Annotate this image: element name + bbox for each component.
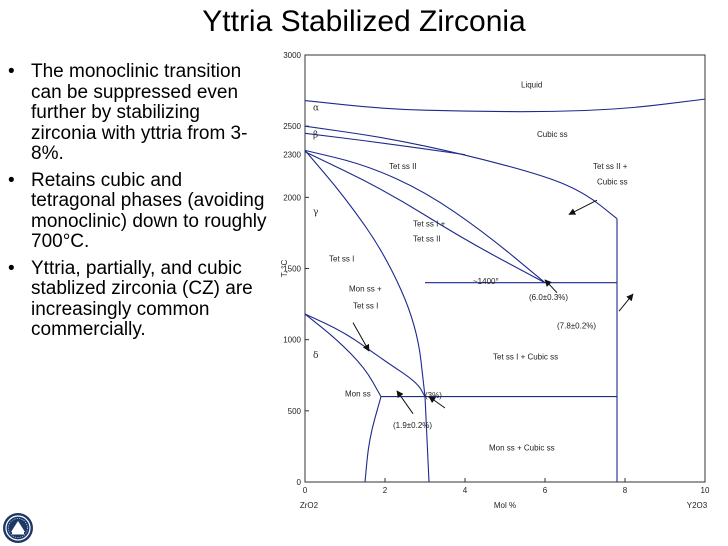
annotation-arrow (618, 293, 634, 312)
phase-label: Tet ss I (353, 301, 378, 310)
x-tick-label: 10 (701, 486, 710, 495)
phase-label: Tet ss I + Cubic ss (493, 353, 558, 362)
phase-greek-label: γ (313, 207, 318, 217)
phase-label: Tet ss I (329, 254, 354, 263)
bullet-dot: • (8, 61, 15, 82)
composition-annotation: (1.9±0.2%) (393, 421, 432, 430)
phase-greek-label: β (313, 131, 318, 141)
composition-annotation: (3%) (425, 391, 442, 400)
phase-label: Cubic ss (537, 130, 568, 139)
phase-label: Tet ss I + (413, 220, 446, 229)
phase-label: Liquid (521, 81, 542, 90)
x-tick-label: 6 (543, 486, 548, 495)
phase-boundary (304, 132, 466, 156)
phase-boundary (424, 396, 430, 483)
phase-boundary (304, 313, 382, 397)
composition-annotation: (7.8±0.2%) (557, 321, 596, 330)
phase-boundary (304, 151, 546, 284)
x-tick-label: 0 (303, 486, 308, 495)
phase-label: Mon ss + (349, 284, 382, 293)
y-tick-label: 2500 (283, 122, 301, 131)
bullet-item: • The monoclinic transition can be suppre… (6, 61, 268, 165)
phase-label: Mon ss + Cubic ss (489, 444, 555, 453)
phase-boundary (304, 150, 426, 397)
y-axis-label: T, °C (280, 260, 289, 278)
phase-label: ~1400° (473, 277, 499, 286)
bullet-text: Retains cubic and tetragonal phases (avo… (31, 169, 267, 252)
y-tick-label: 1500 (283, 265, 301, 274)
bullet-item: • Retains cubic and tetragonal phases (av… (6, 169, 268, 253)
phase-greek-label: δ (313, 351, 318, 361)
bullet-list: • The monoclinic transition can be suppre… (6, 61, 268, 347)
annotation-arrow (544, 279, 558, 294)
x-tick-label: 8 (623, 486, 628, 495)
phase-label: Tet ss II (389, 162, 417, 171)
bullet-text: Yttria, partially, and cubic stablized z… (31, 257, 253, 340)
phase-boundary (304, 149, 546, 284)
composition-annotation: (6.0±0.3%) (529, 293, 568, 302)
y-tick-label: 2000 (283, 193, 301, 202)
y-tick-label: 1000 (283, 336, 301, 345)
bullet-dot: • (8, 257, 15, 279)
x-tick-label: 4 (463, 486, 468, 495)
y-extra-label: 2300 (283, 151, 301, 160)
y-tick-label: 500 (288, 407, 302, 416)
phase-label: Tet ss II + (593, 162, 628, 171)
phase-label: Mon ss (345, 390, 371, 399)
x-right-label: Y2O3 (687, 501, 708, 510)
bullet-text: The monoclinic transition can be suppres… (31, 61, 248, 164)
x-axis-label: Mol % (494, 501, 516, 510)
bullet-dot: • (8, 169, 15, 191)
annotation-arrow (352, 322, 370, 352)
y-tick-label: 0 (297, 478, 302, 487)
phase-boundary (364, 396, 382, 483)
phase-boundary (304, 98, 706, 113)
phase-label: Tet ss II (413, 234, 441, 243)
phase-label: Cubic ss (597, 178, 628, 187)
x-tick-label: 2 (383, 486, 388, 495)
slide-title: Yttria Stabilized Zirconia (202, 5, 526, 38)
phase-boundary (304, 313, 426, 397)
x-left-label: ZrO2 (300, 501, 319, 510)
annotation-arrow (568, 199, 598, 215)
annotation-arrow (428, 396, 446, 409)
university-seal-icon (3, 513, 33, 543)
bullet-item: • Yttria, partially, and cubic stablized … (6, 257, 268, 341)
annotation-arrow (396, 390, 414, 414)
phase-greek-label: α (313, 104, 319, 114)
plot-frame (304, 54, 706, 483)
y-tick-label: 3000 (283, 51, 301, 60)
phase-boundary (304, 125, 618, 220)
